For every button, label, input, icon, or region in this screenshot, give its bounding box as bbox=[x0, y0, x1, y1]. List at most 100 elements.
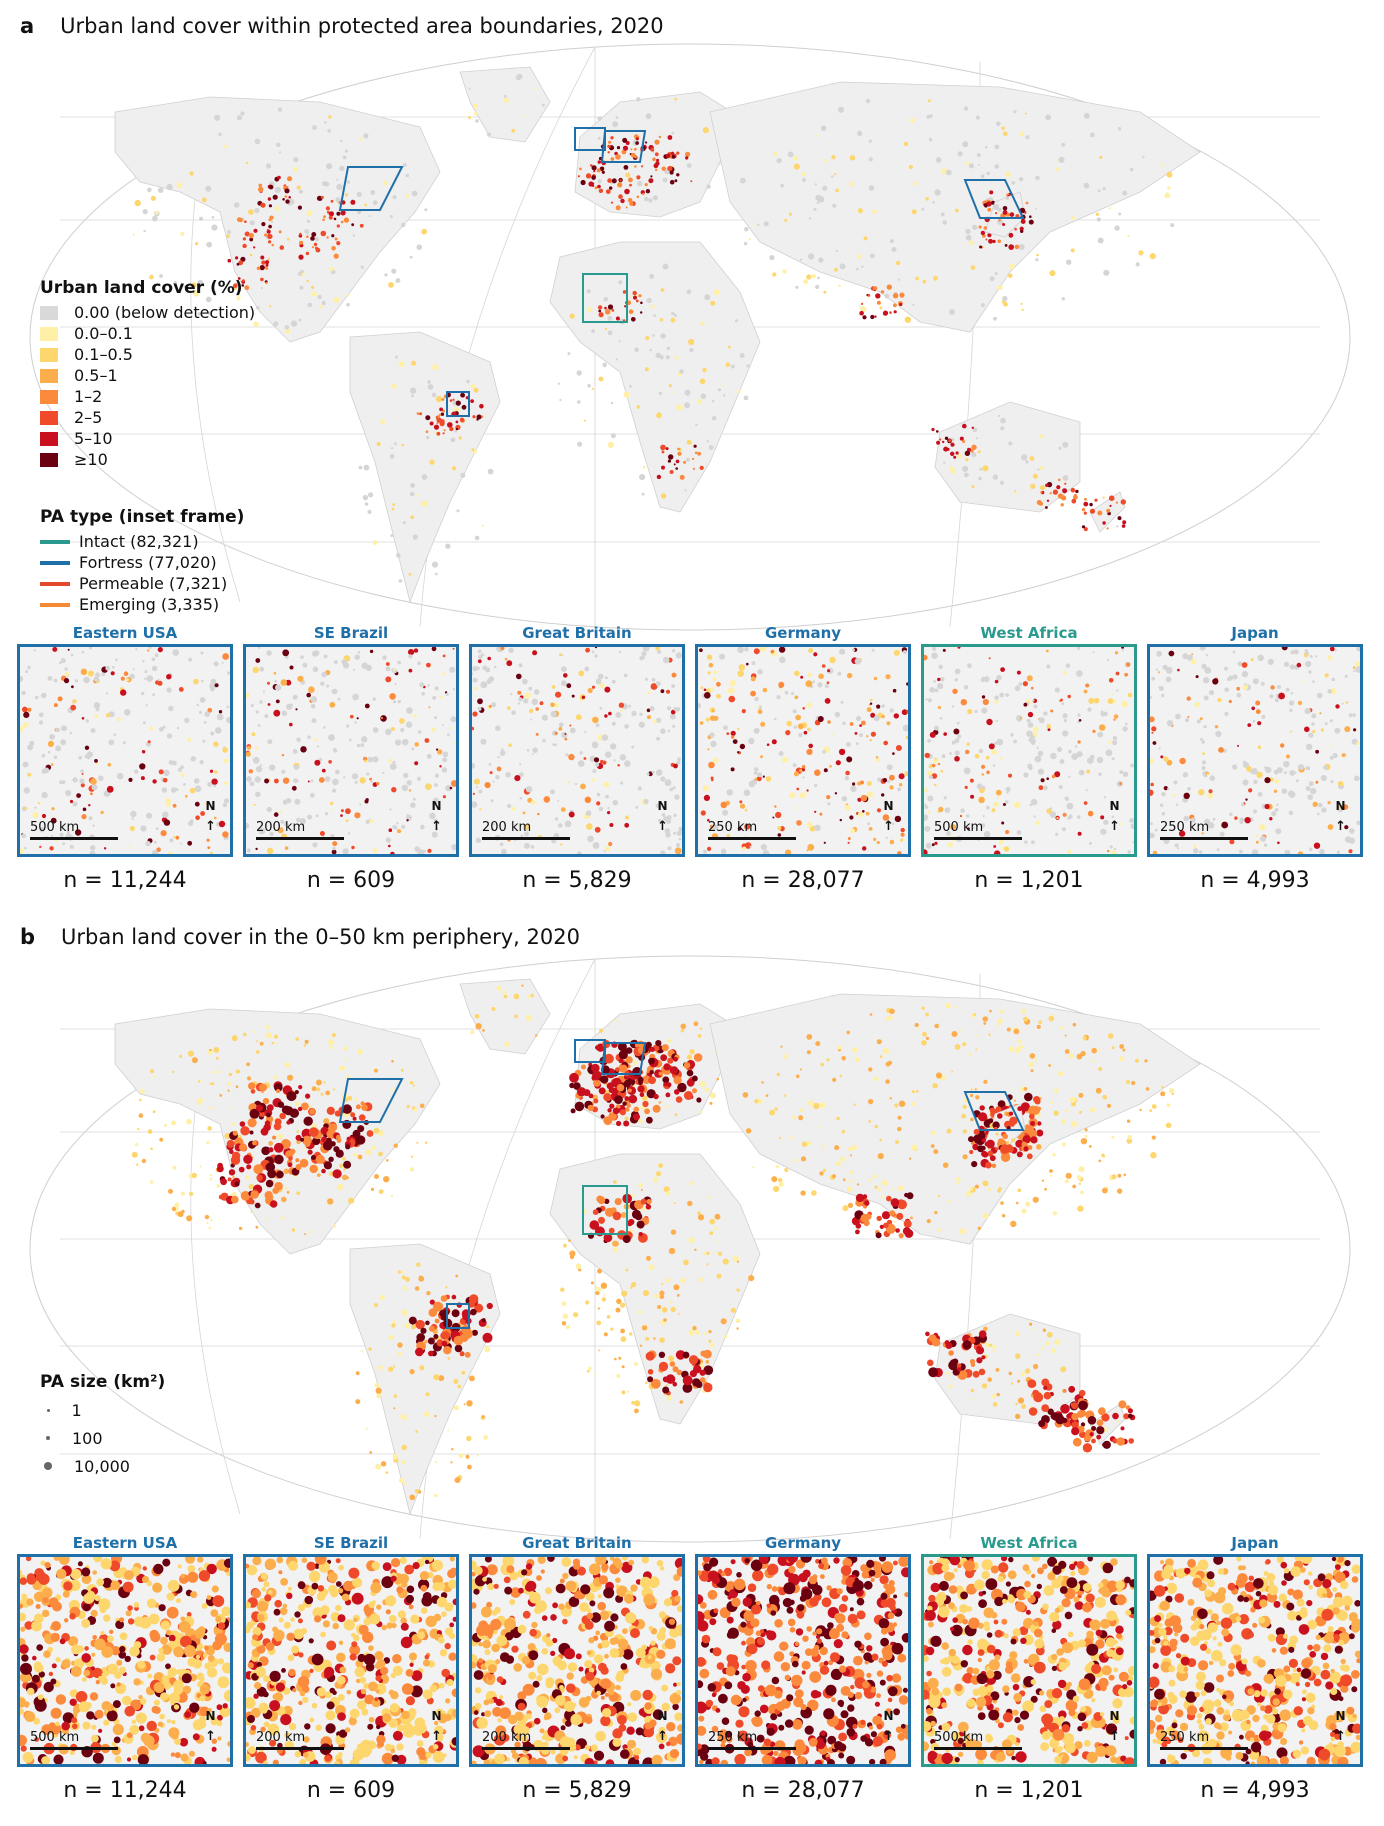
pa-dot bbox=[448, 1299, 452, 1303]
inset-pa-dot bbox=[757, 705, 760, 708]
pa-hotspot-dot bbox=[479, 403, 484, 409]
pa-dot bbox=[149, 274, 154, 280]
pa-hotspot-dot bbox=[899, 292, 905, 298]
pa-dot bbox=[172, 1165, 177, 1170]
inset-pa-dot bbox=[737, 670, 744, 677]
inset-pa-dot bbox=[1001, 846, 1004, 850]
pa-dot bbox=[995, 1368, 1000, 1372]
pa-hotspot-dot bbox=[249, 1108, 260, 1119]
pa-dot bbox=[922, 1031, 927, 1037]
pa-hotspot-dot bbox=[1024, 1092, 1033, 1102]
inset-pa-dot bbox=[1192, 848, 1199, 854]
pa-hotspot-dot bbox=[451, 1294, 457, 1300]
inset-pa-dot bbox=[372, 782, 378, 787]
pa-hotspot-dot bbox=[976, 1357, 983, 1364]
inset-pa-dot bbox=[21, 1593, 27, 1600]
inset-pa-dot bbox=[1315, 655, 1318, 658]
inset-pa-dot bbox=[1182, 772, 1189, 778]
inset-pa-dot bbox=[1309, 847, 1313, 852]
pa-dot bbox=[787, 151, 794, 158]
pa-hotspot-dot bbox=[247, 1118, 257, 1128]
inset-pa-dot bbox=[345, 819, 349, 822]
pa-dot bbox=[1066, 259, 1072, 265]
inset-pa-dot bbox=[876, 840, 880, 845]
inset-pa-dot bbox=[749, 845, 752, 848]
inset-pa-dot bbox=[300, 746, 307, 753]
pa-dot bbox=[958, 1029, 961, 1032]
pa-hotspot-dot bbox=[633, 147, 637, 151]
pa-hotspot-dot bbox=[359, 223, 364, 228]
inset-pa-dot bbox=[500, 748, 504, 751]
inset-pa-dot bbox=[1201, 663, 1207, 669]
pa-dot bbox=[1017, 1379, 1021, 1383]
inset-pa-dot bbox=[937, 705, 941, 710]
inset-pa-dot bbox=[266, 650, 272, 656]
pa-hotspot-dot bbox=[284, 1106, 294, 1116]
inset-pa-dot bbox=[928, 764, 933, 769]
pa-hotspot-dot bbox=[665, 1374, 676, 1384]
inset-pa-dot bbox=[214, 727, 222, 734]
world-map-b bbox=[29, 955, 1351, 1544]
pa-dot bbox=[1072, 1022, 1077, 1027]
pa-dot bbox=[1079, 1110, 1083, 1114]
pa-dot bbox=[942, 1162, 949, 1168]
pa-dot bbox=[596, 1287, 602, 1293]
pa-dot bbox=[646, 1255, 651, 1261]
inset-pa-dot bbox=[151, 657, 156, 662]
inset-pa-dot bbox=[832, 732, 835, 735]
inset-pa-dot bbox=[186, 1612, 192, 1617]
inset-pa-dot bbox=[587, 687, 593, 694]
pa-dot bbox=[283, 1168, 290, 1175]
pa-hotspot-dot bbox=[855, 1193, 865, 1203]
pa-dot bbox=[375, 1463, 382, 1470]
inset-pa-dot bbox=[951, 705, 955, 708]
pa-hotspot-dot bbox=[889, 311, 892, 314]
inset-pa-dot bbox=[883, 740, 888, 746]
inset-pa-dot bbox=[1150, 758, 1155, 764]
inset-pa-dot bbox=[599, 706, 603, 710]
pa-dot bbox=[150, 1180, 154, 1184]
inset-pa-dot bbox=[1165, 666, 1173, 674]
inset-pa-dot bbox=[707, 846, 712, 851]
inset-pa-dot bbox=[406, 813, 409, 816]
inset-pa-dot bbox=[535, 732, 539, 736]
inset-pa-dot bbox=[670, 709, 676, 715]
pa-hotspot-dot bbox=[254, 1202, 261, 1209]
inset-pa-dot bbox=[986, 805, 990, 810]
pa-dot bbox=[484, 1346, 491, 1353]
inset-pa-dot bbox=[713, 670, 718, 675]
inset-pa-dot bbox=[1176, 847, 1179, 850]
inset-pa-dot bbox=[323, 654, 328, 659]
inset-pa-dot bbox=[50, 817, 57, 824]
pa-dot bbox=[714, 1051, 717, 1054]
pa-dot bbox=[1037, 468, 1040, 471]
inset-svg bbox=[20, 1557, 230, 1764]
pa-hotspot-dot bbox=[950, 442, 955, 447]
inset-pa-dot bbox=[869, 739, 872, 742]
inset-pa-dot bbox=[996, 738, 1004, 746]
inset-pa-dot bbox=[1303, 680, 1306, 683]
pa-hotspot-dot bbox=[984, 1141, 990, 1147]
pa-hotspot-dot bbox=[886, 1195, 892, 1202]
inset-pa-dot bbox=[533, 689, 540, 695]
pa-dot bbox=[597, 1307, 600, 1310]
pa-dot bbox=[697, 1211, 701, 1215]
inset-pa-dot bbox=[827, 802, 831, 806]
inset-pa-dot bbox=[517, 702, 520, 705]
pa-dot bbox=[392, 1320, 397, 1324]
inset-pa-dot bbox=[999, 756, 1003, 760]
pa-dot bbox=[997, 208, 1002, 212]
pa-dot bbox=[790, 1136, 794, 1140]
pa-dot bbox=[697, 1214, 705, 1221]
pa-dot bbox=[872, 209, 877, 214]
pa-dot bbox=[358, 465, 363, 470]
inset-pa-dot bbox=[266, 847, 274, 854]
pa-hotspot-dot bbox=[959, 436, 964, 441]
pa-dot bbox=[390, 534, 394, 538]
inset-pa-dot bbox=[664, 828, 670, 834]
inset-pa-dot bbox=[1062, 670, 1067, 675]
pa-hotspot-dot bbox=[323, 215, 326, 219]
legend-swatch bbox=[40, 452, 58, 467]
inset-pa-dot bbox=[925, 698, 928, 701]
pa-dot bbox=[997, 414, 1001, 417]
